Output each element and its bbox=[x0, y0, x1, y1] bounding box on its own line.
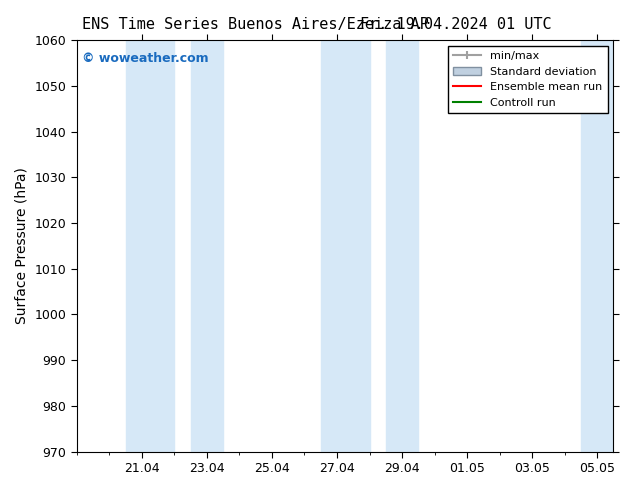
Bar bbox=[191, 40, 223, 452]
Bar bbox=[126, 40, 174, 452]
Bar bbox=[321, 40, 370, 452]
Text: © woweather.com: © woweather.com bbox=[82, 52, 209, 66]
Text: ENS Time Series Buenos Aires/Ezeiza AP: ENS Time Series Buenos Aires/Ezeiza AP bbox=[82, 17, 429, 32]
Y-axis label: Surface Pressure (hPa): Surface Pressure (hPa) bbox=[15, 168, 29, 324]
Bar bbox=[386, 40, 418, 452]
Text: Fr. 19.04.2024 01 UTC: Fr. 19.04.2024 01 UTC bbox=[360, 17, 552, 32]
Bar bbox=[581, 40, 614, 452]
Legend: min/max, Standard deviation, Ensemble mean run, Controll run: min/max, Standard deviation, Ensemble me… bbox=[448, 46, 608, 114]
